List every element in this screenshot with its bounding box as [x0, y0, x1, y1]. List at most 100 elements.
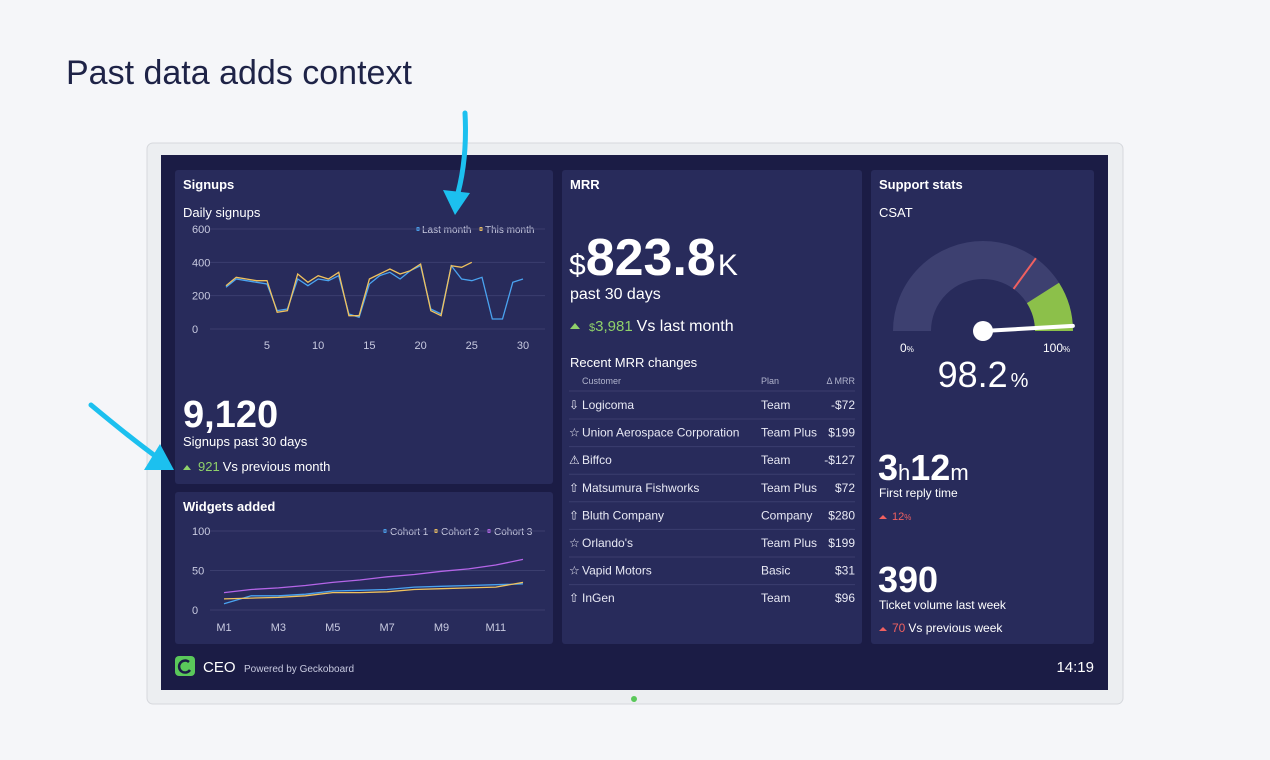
svg-text:$823.8K: $823.8K [569, 229, 738, 287]
plan: Team [761, 398, 790, 412]
legend-label: Last month [422, 225, 471, 236]
clock: 14:19 [1056, 659, 1094, 676]
x-tick-label: 10 [312, 340, 324, 352]
svg-text:98.2%: 98.2% [938, 354, 1029, 395]
up-arrow [879, 627, 887, 631]
row-icon: ⇩ [569, 398, 579, 412]
customer: Orlando's [582, 536, 633, 550]
panel-title: Support stats [879, 177, 963, 192]
big-number: 9,120 [183, 394, 278, 436]
column-header: Plan [761, 376, 779, 386]
unit: % [1011, 370, 1029, 392]
x-tick-label: M7 [379, 622, 394, 634]
arrowhead [144, 444, 174, 470]
panel-title: MRR [570, 177, 600, 192]
heading: Past data adds context [66, 54, 412, 92]
plan: Basic [761, 564, 790, 578]
y-tick-label: 100 [192, 526, 210, 538]
signups-panel [175, 170, 553, 484]
currency: $ [569, 249, 586, 282]
customer: Bluth Company [582, 508, 664, 522]
widgets-panel [175, 492, 553, 644]
ticket-value: 390 [878, 559, 938, 600]
change: 921 [198, 459, 220, 474]
customer: InGen [582, 591, 615, 605]
x-tick-label: 30 [517, 340, 529, 352]
mrr-panel [562, 170, 862, 644]
row-icon: ☆ [569, 536, 580, 550]
y-tick-label: 600 [192, 224, 210, 236]
x-tick-label: M1 [216, 622, 231, 634]
customer: Matsumura Fishworks [582, 481, 699, 495]
gauge-needle [981, 323, 1075, 333]
legend-label: This month [485, 225, 534, 236]
x-tick-label: M11 [486, 622, 507, 634]
series-line [223, 558, 524, 594]
delta: $96 [835, 591, 855, 605]
row-icon: ⇧ [569, 591, 579, 605]
series-line [223, 583, 524, 605]
column-header: Δ MRR [826, 376, 855, 386]
unit: % [904, 513, 911, 522]
series-line [225, 261, 473, 317]
currency: $ [589, 322, 595, 334]
x-tick-label: M9 [434, 622, 449, 634]
panel-title: Signups [183, 177, 234, 192]
gauge-max: 100 [1043, 341, 1063, 355]
y-tick-label: 400 [192, 257, 210, 269]
unit: m [950, 460, 968, 485]
powered-by: Powered by Geckoboard [244, 664, 354, 675]
gauge-previous [1012, 257, 1037, 290]
table-title: Recent MRR changes [570, 355, 698, 370]
y-tick-label: 200 [192, 291, 210, 303]
delta: -$127 [824, 453, 855, 467]
row-icon: ⇧ [569, 481, 579, 495]
change: 3,981 [595, 318, 633, 335]
arrowhead [443, 190, 470, 215]
x-tick-label: 25 [466, 340, 478, 352]
x-tick-label: M5 [325, 622, 340, 634]
plan: Team [761, 453, 790, 467]
y-tick-label: 50 [192, 566, 204, 578]
series-line [223, 581, 524, 600]
gauge-value: 98.2 [938, 354, 1008, 395]
delta: $199 [828, 426, 855, 440]
change-label: Vs previous week [908, 621, 1003, 635]
x-tick-label: 20 [414, 340, 426, 352]
customer: Logicoma [582, 398, 634, 412]
plan: Company [761, 508, 812, 522]
hours: 3 [878, 447, 898, 488]
period: past 30 days [570, 286, 661, 303]
x-tick-label: 15 [363, 340, 375, 352]
panel-title: Widgets added [183, 499, 275, 514]
gauge-hub [973, 321, 993, 341]
y-tick-label: 0 [192, 605, 198, 617]
suffix: K [718, 249, 738, 282]
change-label: Vs last month [637, 318, 734, 335]
chart-title: Daily signups [183, 205, 261, 220]
plan: Team [761, 591, 790, 605]
label: Signups past 30 days [183, 434, 308, 449]
gauge-min: 0% [900, 341, 914, 355]
plan: Team Plus [761, 481, 817, 495]
label: Ticket volume last week [879, 598, 1007, 612]
y-tick-label: 0 [192, 324, 198, 336]
svg-text:12%: 12% [892, 511, 911, 523]
mrr-value: 823.8 [586, 229, 716, 287]
unit: % [907, 345, 914, 354]
change-label: Vs previous month [223, 459, 331, 474]
legend-label: Cohort 2 [441, 527, 480, 538]
customer: Biffco [582, 453, 612, 467]
delta: $280 [828, 508, 855, 522]
legend-label: Cohort 3 [494, 527, 533, 538]
gauge-min: 0 [900, 341, 907, 355]
column-header: Customer [582, 376, 621, 386]
change: 12 [892, 511, 904, 523]
unit: h [898, 460, 910, 485]
up-arrow [570, 323, 580, 329]
